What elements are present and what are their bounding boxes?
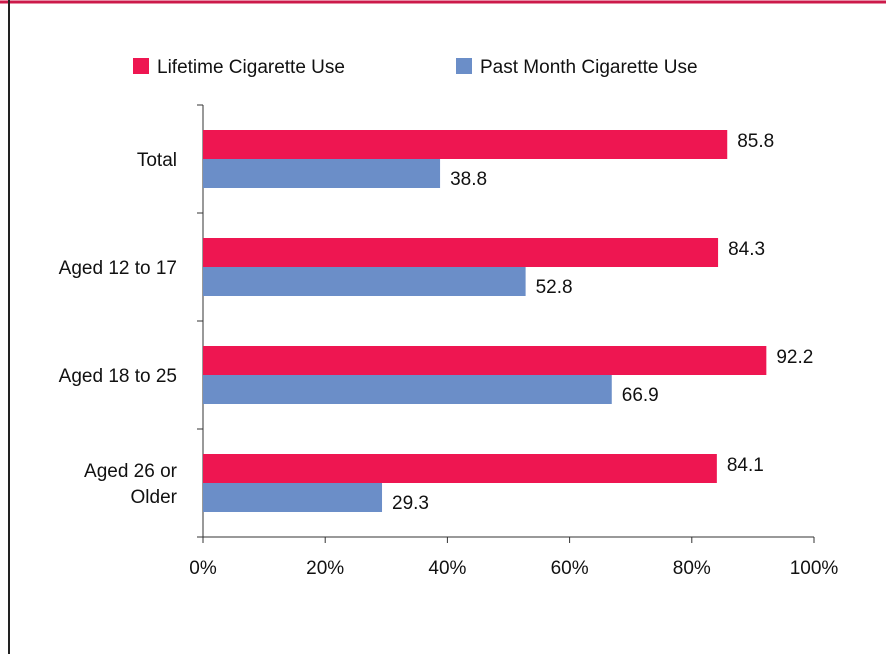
data-label: 84.3	[728, 239, 765, 260]
category-label: Aged 12 to 17	[59, 258, 177, 279]
data-label: 38.8	[450, 169, 487, 190]
x-tick-label: 20%	[306, 558, 344, 579]
legend: Lifetime Cigarette Use Past Month Cigare…	[133, 57, 698, 78]
legend-swatch-lifetime	[133, 58, 149, 74]
x-tick-label: 100%	[790, 558, 839, 579]
category-label: Aged 18 to 25	[59, 366, 177, 387]
x-tick-label: 60%	[551, 558, 589, 579]
bars	[203, 130, 767, 512]
bar-lifetime	[203, 130, 728, 159]
category-label: Aged 26 or Older	[84, 461, 178, 508]
bar-lifetime	[203, 454, 717, 483]
bar-past-month	[203, 375, 612, 404]
data-label: 29.3	[392, 493, 429, 514]
bar-lifetime	[203, 346, 767, 375]
bar-past-month	[203, 267, 526, 296]
legend-label-lifetime: Lifetime Cigarette Use	[157, 57, 345, 78]
bar-lifetime	[203, 238, 719, 267]
data-label: 85.8	[737, 131, 774, 152]
data-label: 66.9	[622, 385, 659, 406]
bar-past-month	[203, 483, 383, 512]
data-label: 92.2	[776, 347, 813, 368]
legend-swatch-past-month	[456, 58, 472, 74]
data-label: 84.1	[727, 455, 764, 476]
legend-label-past-month: Past Month Cigarette Use	[480, 57, 698, 78]
data-label: 52.8	[536, 277, 573, 298]
labels: 0% 20% 40% 60% 80% 100% Total Aged 12 to 17 Aged…	[59, 131, 839, 579]
x-tick-label: 0%	[189, 558, 217, 579]
bar-past-month	[203, 159, 441, 188]
x-tick-label: 80%	[673, 558, 711, 579]
x-tick-label: 40%	[428, 558, 466, 579]
category-label: Total	[137, 150, 177, 171]
